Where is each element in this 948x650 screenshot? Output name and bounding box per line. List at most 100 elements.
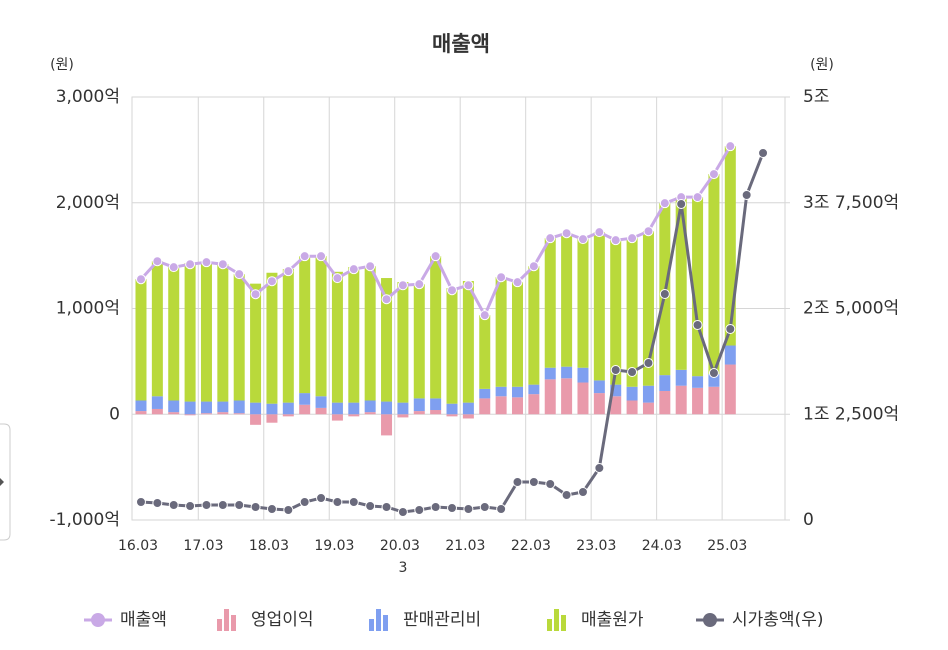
point xyxy=(692,319,703,330)
bar xyxy=(135,411,147,415)
point xyxy=(610,235,621,246)
point xyxy=(561,490,572,501)
point xyxy=(414,279,425,290)
point xyxy=(266,504,277,515)
x-tick-label: 19.03 xyxy=(314,538,354,554)
bar xyxy=(495,386,507,397)
bar xyxy=(184,401,196,415)
point xyxy=(512,476,523,487)
legend-label: 시가총액(우) xyxy=(732,610,823,630)
bar xyxy=(626,386,638,401)
bar xyxy=(299,256,311,394)
y-tick-label: -1,000억 xyxy=(50,510,120,530)
side-handle[interactable] xyxy=(0,423,11,541)
point xyxy=(676,199,687,210)
bar xyxy=(577,367,589,383)
bar xyxy=(413,284,425,399)
bar xyxy=(446,414,458,417)
point xyxy=(643,226,654,237)
bar xyxy=(642,402,654,415)
y2-tick-label: 3조 7,500억 xyxy=(803,193,899,213)
bar xyxy=(462,281,474,403)
legend-label: 판매관리비 xyxy=(403,610,481,630)
bar xyxy=(200,401,212,414)
bar xyxy=(692,387,704,415)
point xyxy=(479,310,490,321)
bar xyxy=(511,397,523,415)
x-tick-label: 16.03 xyxy=(118,538,158,554)
bar xyxy=(479,398,491,415)
point xyxy=(577,234,588,245)
bar xyxy=(430,398,442,411)
bar xyxy=(626,238,638,387)
point xyxy=(234,500,245,511)
point xyxy=(168,262,179,273)
bar xyxy=(151,396,163,409)
bar xyxy=(511,386,523,398)
bar xyxy=(315,407,327,415)
legend-bar xyxy=(547,619,552,631)
point xyxy=(594,463,605,474)
bar xyxy=(446,403,458,415)
point xyxy=(217,500,228,511)
point xyxy=(316,251,327,262)
x-tick-label: 24.03 xyxy=(642,538,682,554)
bar xyxy=(462,402,474,415)
bar xyxy=(331,414,343,421)
point xyxy=(250,501,261,512)
point xyxy=(463,504,474,515)
bar xyxy=(528,266,540,385)
bar xyxy=(479,388,491,399)
point xyxy=(152,256,163,267)
bar xyxy=(724,364,736,415)
bar xyxy=(381,401,393,415)
bar xyxy=(642,385,654,403)
bar xyxy=(659,375,671,391)
bar xyxy=(184,414,196,416)
y-tick-label: 1,000억 xyxy=(56,299,120,319)
point xyxy=(316,493,327,504)
point xyxy=(528,261,539,272)
point xyxy=(348,264,359,275)
point xyxy=(545,233,556,244)
point xyxy=(217,259,228,270)
point xyxy=(365,500,376,511)
bar xyxy=(331,402,343,415)
y2-tick-label: 1조 2,500억 xyxy=(803,404,899,424)
point xyxy=(365,261,376,272)
legend-bar xyxy=(369,619,374,631)
bar xyxy=(528,394,540,415)
point xyxy=(299,496,310,507)
point xyxy=(430,501,441,512)
legend-bar xyxy=(231,615,236,631)
x-sublabel: 3 xyxy=(399,560,408,576)
point xyxy=(577,486,588,497)
bar xyxy=(135,279,147,401)
x-tick-label: 17.03 xyxy=(183,538,223,554)
point xyxy=(332,496,343,507)
x-tick-label: 22.03 xyxy=(511,538,551,554)
bar xyxy=(577,239,589,368)
bar xyxy=(495,277,507,387)
point xyxy=(397,506,408,517)
bar xyxy=(397,402,409,415)
bar xyxy=(413,411,425,415)
bar xyxy=(479,315,491,389)
bar xyxy=(642,231,654,386)
point xyxy=(430,251,441,262)
bar xyxy=(413,398,425,412)
legend-bar xyxy=(554,609,559,631)
bar xyxy=(511,282,523,387)
y-tick-label: 2,000억 xyxy=(56,193,120,213)
handle-arrow xyxy=(0,478,4,486)
bar xyxy=(282,269,294,403)
point xyxy=(185,500,196,511)
y-tick-label: 0 xyxy=(109,404,120,424)
bar xyxy=(233,274,245,401)
legend-bar xyxy=(224,609,229,631)
bar xyxy=(233,400,245,414)
x-tick-label: 18.03 xyxy=(249,538,289,554)
bar xyxy=(610,396,622,415)
bar xyxy=(250,414,262,425)
point xyxy=(643,357,654,368)
